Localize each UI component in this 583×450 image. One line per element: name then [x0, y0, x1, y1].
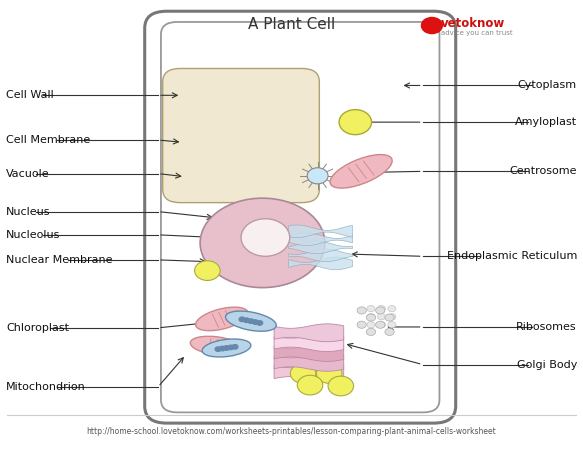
- Ellipse shape: [202, 339, 251, 357]
- Circle shape: [366, 314, 375, 321]
- Polygon shape: [289, 225, 352, 238]
- Ellipse shape: [330, 154, 392, 188]
- Circle shape: [367, 306, 375, 312]
- Text: Amyloplast: Amyloplast: [515, 117, 577, 127]
- Text: Nuclear Membrane: Nuclear Membrane: [6, 255, 113, 265]
- Text: Nucleolus: Nucleolus: [6, 230, 61, 240]
- Text: Nucleus: Nucleus: [6, 207, 51, 216]
- Circle shape: [377, 314, 385, 320]
- Circle shape: [388, 314, 396, 320]
- Circle shape: [375, 321, 385, 328]
- Text: Golgi Body: Golgi Body: [517, 360, 577, 369]
- Text: Vacuole: Vacuole: [6, 169, 50, 179]
- FancyBboxPatch shape: [163, 68, 319, 202]
- Circle shape: [375, 307, 385, 314]
- Circle shape: [290, 364, 316, 383]
- Text: Cell Wall: Cell Wall: [6, 90, 54, 100]
- Circle shape: [357, 307, 366, 314]
- Ellipse shape: [190, 336, 242, 355]
- Circle shape: [252, 320, 258, 324]
- Circle shape: [367, 322, 375, 328]
- Circle shape: [215, 347, 221, 351]
- Polygon shape: [274, 334, 344, 351]
- Circle shape: [377, 322, 385, 328]
- Circle shape: [257, 321, 262, 325]
- Text: Chloroplast: Chloroplast: [6, 323, 69, 333]
- Text: Cell Membrane: Cell Membrane: [6, 135, 90, 145]
- Text: A Plant Cell: A Plant Cell: [248, 17, 335, 32]
- Polygon shape: [289, 241, 352, 254]
- Text: Endoplasmic Reticulum: Endoplasmic Reticulum: [447, 251, 577, 261]
- Polygon shape: [289, 249, 352, 261]
- Circle shape: [366, 328, 375, 335]
- Polygon shape: [274, 353, 344, 371]
- Circle shape: [195, 261, 220, 280]
- Polygon shape: [274, 363, 344, 381]
- Polygon shape: [289, 257, 352, 270]
- Circle shape: [307, 168, 328, 184]
- Circle shape: [377, 306, 385, 312]
- Text: Cytoplasm: Cytoplasm: [518, 81, 577, 90]
- Circle shape: [224, 346, 230, 350]
- Ellipse shape: [200, 198, 325, 288]
- Circle shape: [219, 346, 225, 351]
- Circle shape: [357, 321, 366, 328]
- Circle shape: [385, 314, 394, 321]
- Text: advice you can trust: advice you can trust: [441, 30, 513, 36]
- Circle shape: [388, 322, 396, 328]
- Circle shape: [232, 345, 238, 349]
- Text: l: l: [430, 21, 434, 30]
- Circle shape: [385, 328, 394, 335]
- Circle shape: [388, 306, 396, 312]
- Circle shape: [328, 376, 353, 396]
- Circle shape: [248, 319, 254, 324]
- Circle shape: [297, 375, 323, 395]
- Text: Mitochondrion: Mitochondrion: [6, 382, 86, 392]
- Circle shape: [239, 317, 245, 322]
- Ellipse shape: [226, 311, 276, 331]
- Polygon shape: [274, 343, 344, 361]
- Circle shape: [339, 110, 371, 135]
- Circle shape: [228, 345, 234, 350]
- Circle shape: [241, 219, 290, 256]
- Text: vetoknow: vetoknow: [441, 17, 505, 30]
- Circle shape: [422, 18, 442, 34]
- Ellipse shape: [196, 307, 248, 331]
- Polygon shape: [289, 233, 352, 246]
- Circle shape: [367, 314, 375, 320]
- Circle shape: [317, 364, 342, 383]
- Text: http://home-school.lovetoknow.com/worksheets-printables/lesson-comparing-plant-a: http://home-school.lovetoknow.com/worksh…: [87, 427, 496, 436]
- Text: Centrosome: Centrosome: [510, 166, 577, 176]
- Text: Ribosomes: Ribosomes: [517, 322, 577, 332]
- Polygon shape: [274, 324, 344, 342]
- Circle shape: [244, 318, 250, 323]
- FancyBboxPatch shape: [145, 11, 456, 423]
